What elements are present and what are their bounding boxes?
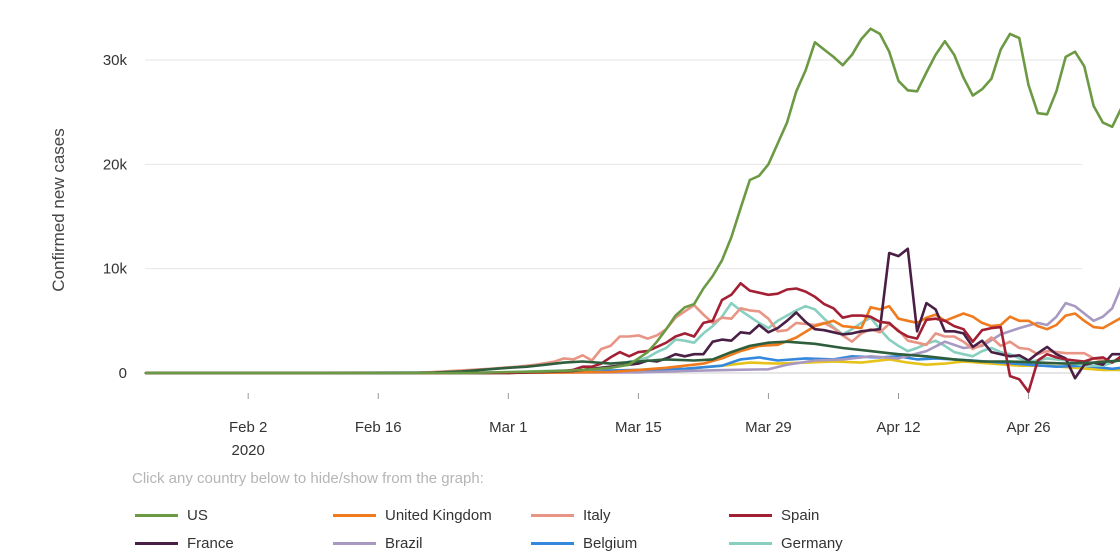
series-line-spain bbox=[144, 282, 1120, 394]
legend-swatch bbox=[729, 542, 772, 545]
legend-item-belgium[interactable]: Belgium bbox=[531, 535, 637, 552]
series-line-us bbox=[144, 27, 1120, 375]
x-tick-sublabel: 2020 bbox=[232, 442, 265, 459]
legend-item-us[interactable]: US bbox=[135, 507, 208, 524]
legend-instruction: Click any country below to hide/show fro… bbox=[132, 470, 484, 487]
legend-label: US bbox=[187, 507, 208, 524]
legend-item-brazil[interactable]: Brazil bbox=[333, 535, 423, 552]
legend-item-spain[interactable]: Spain bbox=[729, 507, 819, 524]
y-tick-label: 30k bbox=[103, 52, 128, 69]
x-tick-label: Apr 26 bbox=[1006, 419, 1050, 436]
legend-swatch bbox=[531, 514, 574, 517]
x-tick-label: Mar 15 bbox=[615, 419, 662, 436]
y-tick-label: 0 bbox=[119, 365, 127, 382]
series-line-brazil bbox=[144, 286, 1120, 375]
legend-swatch bbox=[333, 542, 376, 545]
x-tick-label: Feb 2 bbox=[229, 419, 267, 436]
x-tick-label: Mar 29 bbox=[745, 419, 792, 436]
y-tick-label: 20k bbox=[103, 156, 128, 173]
legend-item-italy[interactable]: Italy bbox=[531, 507, 611, 524]
legend-swatch bbox=[135, 542, 178, 545]
legend-label: Spain bbox=[781, 507, 820, 524]
legend-swatch bbox=[729, 514, 772, 517]
legend-item-germany[interactable]: Germany bbox=[729, 535, 843, 552]
x-tick-label: Feb 16 bbox=[355, 419, 402, 436]
series-lines bbox=[144, 27, 1120, 394]
legend-swatch bbox=[531, 542, 574, 545]
series-line-unlabeled-8 bbox=[144, 340, 1120, 375]
legend-label: Brazil bbox=[385, 535, 423, 552]
legend-label: Belgium bbox=[583, 535, 638, 552]
y-tick-label: 10k bbox=[103, 261, 128, 278]
legend-swatch bbox=[135, 514, 178, 517]
y-axis: 0 10k 20k 30k bbox=[103, 52, 128, 382]
y-axis-title: Confirmed new cases bbox=[49, 128, 68, 291]
x-tick-label: Mar 1 bbox=[489, 419, 527, 436]
legend-label: United Kingdom bbox=[385, 507, 492, 524]
legend-label: Italy bbox=[583, 507, 611, 524]
legend-label: Germany bbox=[781, 535, 843, 552]
x-axis: Feb 2 2020 Feb 16 Mar 1 Mar 15 Mar 29 Apr 12 Ap… bbox=[229, 393, 1051, 459]
legend-item-france[interactable]: France bbox=[135, 535, 234, 552]
legend-item-united-kingdom[interactable]: United Kingdom bbox=[333, 507, 492, 524]
x-tick-label: Apr 12 bbox=[876, 419, 920, 436]
legend-swatch bbox=[333, 514, 376, 517]
legend-label: France bbox=[187, 535, 234, 552]
